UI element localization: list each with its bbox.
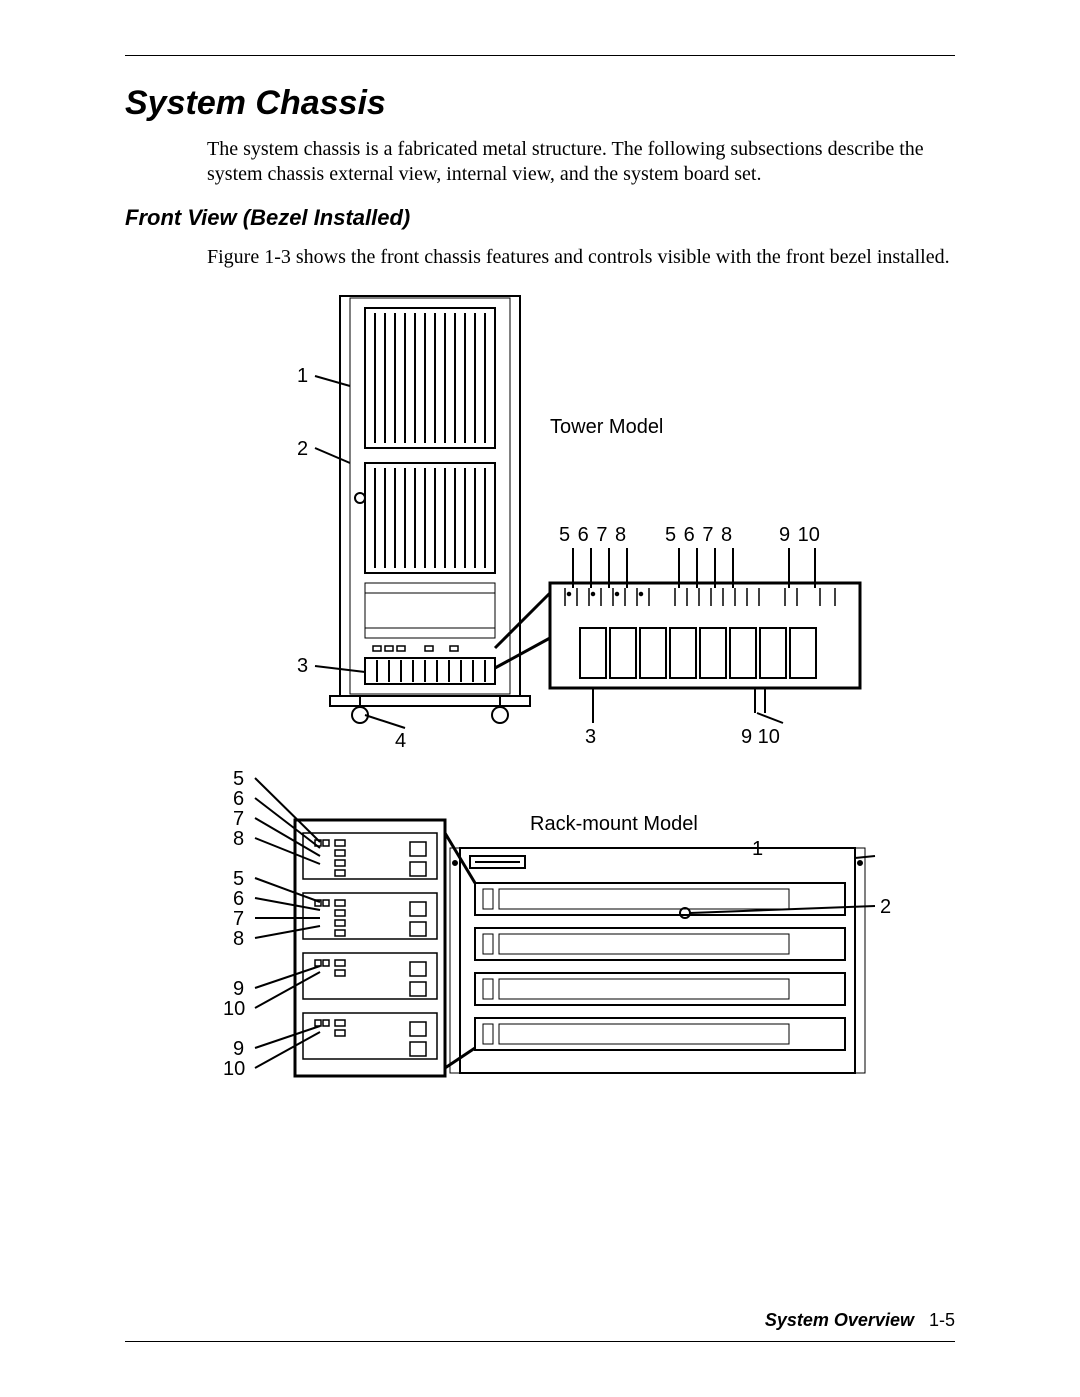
figure-front-view: Tower Model 1 2 3 4 5 6 7 8 5 6 7 8 9 10… xyxy=(185,288,895,1108)
callout-5678-b: 5 6 7 8 xyxy=(665,524,732,547)
callout-3: 3 xyxy=(297,655,308,678)
callout-910-b: 9 10 xyxy=(741,726,780,749)
sub-paragraph: Figure 1-3 shows the front chassis featu… xyxy=(207,245,955,270)
footer-page-number: 1-5 xyxy=(929,1310,955,1330)
page-footer: System Overview 1-5 xyxy=(765,1310,955,1331)
chassis-diagram xyxy=(185,288,895,1108)
footer-section: System Overview xyxy=(765,1310,914,1330)
callout-3-b: 3 xyxy=(585,726,596,749)
label-tower-model: Tower Model xyxy=(550,416,663,439)
callout-l10b: 10 xyxy=(223,1058,245,1081)
callout-2: 2 xyxy=(297,438,308,461)
callout-5678-a: 5 6 7 8 xyxy=(559,524,626,547)
callout-4: 4 xyxy=(395,730,406,753)
subheading: Front View (Bezel Installed) xyxy=(125,205,955,231)
callout-l10a: 10 xyxy=(223,998,245,1021)
callout-l8b: 8 xyxy=(233,928,244,951)
page-title: System Chassis xyxy=(125,84,955,123)
callout-1: 1 xyxy=(297,365,308,388)
callout-910-top: 9 10 xyxy=(779,524,820,547)
intro-paragraph: The system chassis is a fabricated metal… xyxy=(207,137,955,187)
label-rack-model: Rack-mount Model xyxy=(530,813,698,836)
callout-l8a: 8 xyxy=(233,828,244,851)
callout-r2: 2 xyxy=(880,896,891,919)
callout-r1: 1 xyxy=(752,838,763,861)
